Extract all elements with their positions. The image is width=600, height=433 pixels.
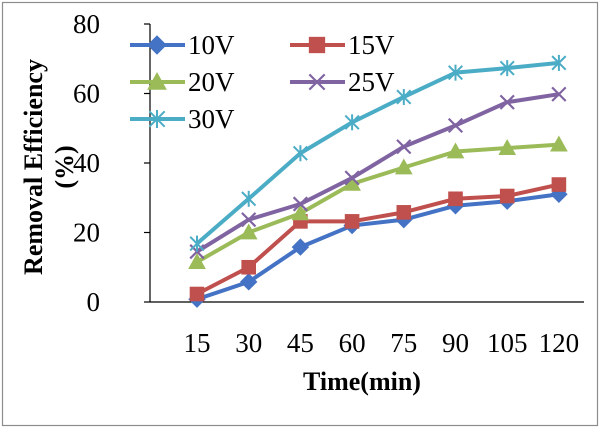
legend-item: 10V [130, 30, 235, 60]
data-point [239, 223, 258, 240]
y-tick-label: 80 [73, 9, 100, 39]
data-point [148, 110, 166, 128]
data-point-stroke [308, 73, 326, 91]
data-point [550, 135, 568, 152]
series-20V [188, 135, 568, 269]
y-tick-label: 40 [73, 148, 100, 178]
x-tick-label: 15 [184, 328, 211, 358]
legend-item: 25V [290, 67, 395, 97]
x-tick-label: 45 [287, 328, 314, 358]
x-tick-label: 90 [442, 328, 469, 358]
legend: 10V 15V 20V 25V 30V [130, 30, 395, 134]
data-point [447, 64, 464, 81]
data-point [344, 170, 360, 186]
x-axis-ticks: 15 30 45 60 75 90 105 120 [184, 328, 580, 358]
x-axis-title: Time(min) [303, 367, 421, 396]
y-tick-label: 0 [87, 287, 101, 317]
data-point [499, 60, 515, 77]
series-line [196, 142, 560, 264]
legend-label: 25V [348, 67, 395, 97]
data-point [241, 212, 257, 228]
series-line [195, 60, 560, 246]
series-line [196, 192, 560, 302]
data-point [498, 139, 517, 155]
legend-label: 10V [188, 30, 235, 60]
x-tick-label: 120 [539, 328, 580, 358]
data-point [291, 204, 310, 221]
data-point-stroke [499, 94, 515, 110]
data-point [189, 235, 205, 252]
data-point-stroke [344, 170, 360, 186]
data-point [499, 94, 515, 110]
x-tick-label: 105 [487, 328, 528, 358]
x-tick-label: 60 [339, 328, 366, 358]
data-point [551, 86, 567, 102]
legend-label: 15V [348, 30, 395, 60]
series-25V [189, 86, 567, 260]
data-point [447, 117, 464, 134]
series-30V [189, 54, 567, 252]
data-point [308, 73, 326, 91]
data-point-stroke [447, 117, 464, 134]
data-point [188, 253, 206, 269]
data-point [448, 191, 463, 207]
data-point [396, 88, 412, 105]
data-point [308, 36, 326, 54]
y-axis-title-line-1: Removal Efficiency [19, 59, 48, 275]
data-point [241, 259, 256, 275]
x-tick-label: 75 [390, 328, 417, 358]
data-point [147, 35, 167, 55]
data-point [446, 142, 465, 159]
data-point [241, 190, 257, 207]
legend-item: 20V [130, 67, 235, 97]
data-point [291, 238, 310, 256]
y-tick-label: 60 [73, 79, 100, 109]
data-point [344, 114, 360, 131]
data-point [189, 286, 205, 302]
legend-label: 30V [188, 104, 235, 134]
data-point [551, 54, 567, 71]
data-point-stroke [292, 196, 308, 212]
data-point [396, 205, 412, 220]
data-point-stroke [241, 212, 257, 228]
data-point [551, 177, 567, 192]
legend-label: 20V [188, 67, 235, 97]
plot-series [188, 54, 568, 308]
y-axis-ticks: 0 20 40 60 80 [73, 9, 150, 317]
series-line [196, 182, 560, 296]
data-point [396, 139, 412, 155]
legend-item: 15V [290, 30, 395, 60]
data-point [499, 188, 515, 204]
data-point [394, 158, 413, 175]
x-tick-label: 30 [235, 328, 262, 358]
data-point-stroke [551, 86, 567, 102]
legend-item: 30V [130, 104, 235, 134]
data-point [292, 145, 308, 162]
y-axis-title-line-2: (%) [50, 145, 79, 188]
series-15V [189, 177, 567, 302]
y-tick-label: 20 [73, 218, 100, 248]
series-line [195, 92, 560, 254]
data-point [239, 273, 258, 291]
data-point [147, 71, 167, 90]
data-point-stroke [396, 139, 412, 155]
data-point [344, 214, 360, 229]
data-point [292, 196, 308, 212]
